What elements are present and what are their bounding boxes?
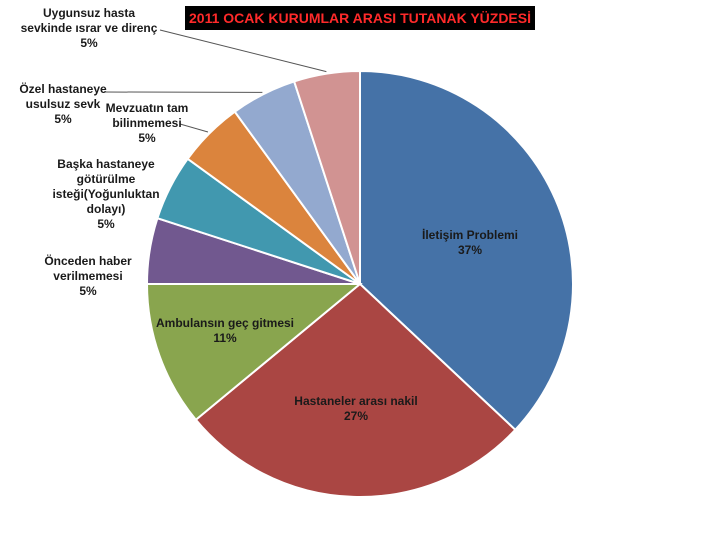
label-haber: Önceden haber verilmemesi 5% xyxy=(36,254,140,299)
leader-line-uygunsuz xyxy=(159,29,327,73)
label-baska-l1: Başka hastaneye xyxy=(57,157,155,171)
label-mevzuat: Mevzuatın tam bilinmemesi 5% xyxy=(98,101,196,146)
label-mevzuat-l1: Mevzuatın tam xyxy=(105,101,189,115)
label-ambulans: Ambulansın geç gitmesi 11% xyxy=(150,316,300,346)
pie-slice-1 xyxy=(359,69,574,432)
label-uygunsuz: Uygunsuz hasta sevkinde ısrar ve direnç … xyxy=(14,6,164,51)
label-mevzuat-l2: bilinmemesi xyxy=(112,116,182,130)
pie-slice-8 xyxy=(292,69,361,285)
label-baska: Başka hastaneye götürülme isteği(Yoğunlu… xyxy=(44,157,168,232)
leader-line-mevzuat xyxy=(179,123,209,133)
label-iletisim-pct: 37% xyxy=(457,243,483,257)
label-ozel-l1: Özel hastaneye xyxy=(19,82,107,96)
pie-slice-2 xyxy=(194,282,517,498)
label-uygunsuz-pct: 5% xyxy=(80,36,98,50)
label-iletisim-name: İletişim Problemi xyxy=(421,228,519,242)
label-ambulans-name: Ambulansın geç gitmesi xyxy=(155,316,295,330)
label-haber-l2: verilmemesi xyxy=(53,269,123,283)
label-haber-pct: 5% xyxy=(79,284,97,298)
label-baska-l3: isteği(Yoğunluktan xyxy=(52,187,160,201)
label-ozel: Özel hastaneye usulsuz sevk 5% xyxy=(14,82,112,127)
label-nakil-pct: 27% xyxy=(343,409,369,423)
label-nakil-name: Hastaneler arası nakil xyxy=(294,394,418,408)
label-uygunsuz-l1: Uygunsuz hasta xyxy=(42,6,135,20)
label-ozel-pct: 5% xyxy=(54,112,72,126)
label-ambulans-pct: 11% xyxy=(213,331,237,345)
label-nakil: Hastaneler arası nakil 27% xyxy=(286,394,426,424)
label-baska-l2: götürülme xyxy=(76,172,136,186)
label-baska-l4: dolayı) xyxy=(86,202,126,216)
label-uygunsuz-l2: sevkinde ısrar ve direnç xyxy=(20,21,158,35)
label-iletisim: İletişim Problemi 37% xyxy=(408,228,532,258)
chart-title: 2011 OCAK KURUMLAR ARASI TUTANAK YÜZDESİ xyxy=(185,6,535,30)
pie-slice-3 xyxy=(145,283,363,422)
label-ozel-l2: usulsuz sevk xyxy=(25,97,101,111)
label-haber-l1: Önceden haber xyxy=(44,254,132,268)
label-mevzuat-pct: 5% xyxy=(138,131,156,145)
label-baska-pct: 5% xyxy=(97,217,115,231)
